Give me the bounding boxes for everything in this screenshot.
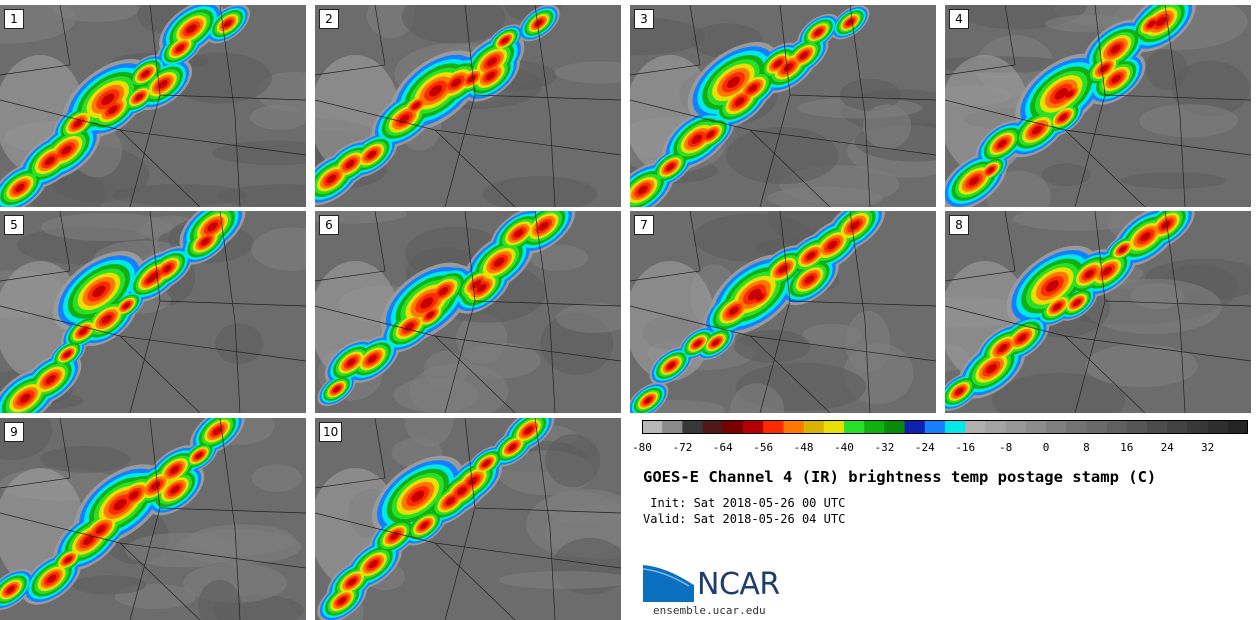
map-panel-9: 9 [0, 418, 306, 620]
colorbar-swatch [1086, 420, 1108, 434]
colorbar-swatch [702, 420, 724, 434]
colorbar-tick-label: 16 [1120, 441, 1134, 454]
map-panel-6: 6 [315, 211, 621, 413]
colorbar-tick-label: -80 [632, 441, 652, 454]
panel-number-label: 9 [4, 422, 24, 442]
ncar-logo-text: NCAR [697, 567, 780, 602]
colorbar-swatch [682, 420, 704, 434]
ir-map [0, 5, 306, 207]
colorbar-swatch [823, 420, 845, 434]
colorbar-swatch [1227, 420, 1248, 434]
colorbar-tick-label: -64 [712, 441, 733, 454]
ir-map [0, 211, 306, 413]
colorbar-swatch [722, 420, 744, 434]
map-panel-7: 7 [630, 211, 936, 413]
colorbar-swatch [904, 420, 926, 434]
ir-map [945, 211, 1251, 413]
panel-number-label: 4 [949, 9, 969, 29]
colorbar-swatch [965, 420, 986, 434]
colorbar-tick-label: -40 [834, 441, 854, 454]
colorbar-swatch [662, 420, 683, 434]
colorbar-swatch [924, 420, 946, 434]
ensemble-url: ensemble.ucar.edu [653, 604, 766, 617]
map-panel-3: 3 [630, 5, 936, 207]
panel-number-label: 1 [4, 9, 24, 29]
colorbar-tick-label: 8 [1083, 441, 1090, 454]
colorbar-swatch [642, 420, 663, 434]
ir-map [630, 5, 936, 207]
colorbar-tick-label: -16 [955, 441, 976, 454]
colorbar-tick-label: -24 [914, 441, 935, 454]
colorbar-swatch [1126, 420, 1148, 434]
colorbar-tick-label: -32 [874, 441, 895, 454]
panel-number-label: 8 [949, 215, 969, 235]
map-panel-1: 1 [0, 5, 306, 207]
panel-number-label: 10 [319, 422, 343, 442]
panel-number-label: 5 [4, 215, 24, 235]
colorbar-swatch [1207, 420, 1229, 434]
ir-map [945, 5, 1251, 207]
colorbar-swatch [1147, 420, 1168, 434]
colorbar-swatch [1046, 420, 1067, 434]
colorbar-swatch [783, 420, 805, 434]
colorbar-swatch [1106, 420, 1128, 434]
colorbar-tick-label: 24 [1160, 441, 1174, 454]
colorbar-swatch [1167, 420, 1188, 434]
figure-title: GOES-E Channel 4 (IR) brightness temp po… [643, 468, 1157, 486]
panel-number-label: 6 [319, 215, 339, 235]
colorbar-swatch [1187, 420, 1209, 434]
init-time: Init: Sat 2018-05-26 00 UTC [643, 496, 846, 510]
map-panel-5: 5 [0, 211, 306, 413]
colorbar-swatch [864, 420, 885, 434]
colorbar-tick-label: 0 [1042, 441, 1050, 454]
colorbar-swatch [1066, 420, 1087, 434]
colorbar-swatch [985, 420, 1007, 434]
colorbar-swatch [945, 420, 966, 434]
ir-map [315, 211, 621, 413]
ir-map [315, 418, 621, 620]
colorbar-swatch [763, 420, 784, 434]
map-panel-2: 2 [315, 5, 621, 207]
colorbar-tick-label: -72 [672, 441, 693, 454]
ir-map [315, 5, 621, 207]
colorbar-swatch [803, 420, 825, 434]
colorbar-swatch [743, 420, 764, 434]
colorbar-swatch [1025, 420, 1047, 434]
colorbar-swatch [884, 420, 906, 434]
map-panel-4: 4 [945, 5, 1251, 207]
colorbar-tick-label: -8 [998, 441, 1013, 454]
colorbar-tick-label: -56 [753, 441, 774, 454]
map-panel-10: 10 [315, 418, 621, 620]
colorbar-tick-label: -48 [793, 441, 814, 454]
colorbar-swatch [844, 420, 865, 434]
panel-number-label: 7 [634, 215, 654, 235]
map-panel-8: 8 [945, 211, 1251, 413]
colorbar [642, 420, 1248, 434]
colorbar-border [642, 420, 1248, 434]
colorbar-tick-label: 32 [1200, 441, 1215, 454]
colorbar-swatch [1005, 420, 1027, 434]
ir-map [630, 211, 936, 413]
panel-number-label: 3 [634, 9, 654, 29]
panel-number-label: 2 [319, 9, 339, 29]
valid-time: Valid: Sat 2018-05-26 04 UTC [643, 512, 846, 526]
ir-map [0, 418, 306, 620]
ncar-logo-icon [642, 563, 695, 602]
